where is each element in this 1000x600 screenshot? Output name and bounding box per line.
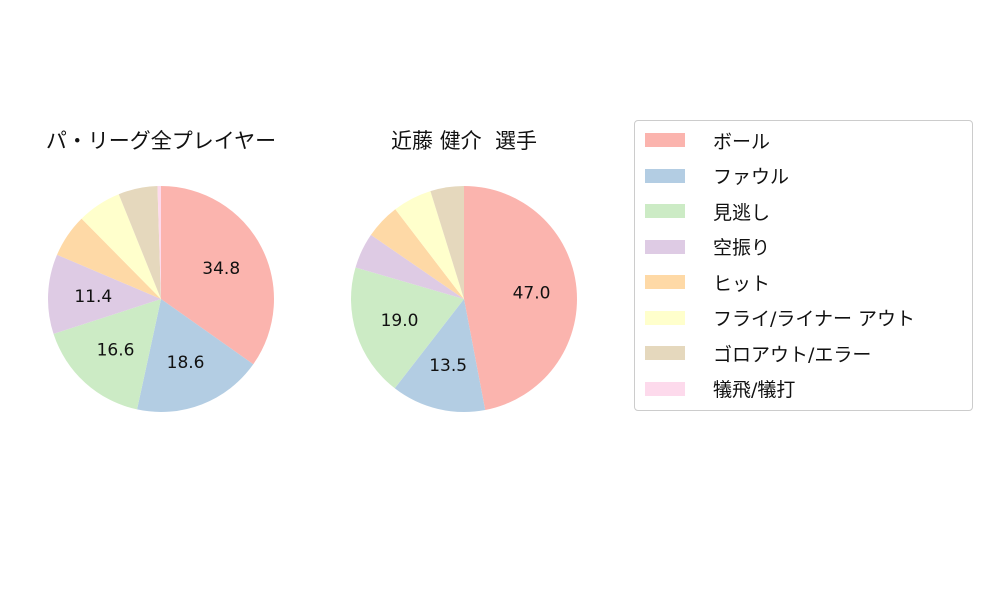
pie-slice-1-5 [395,191,464,299]
pie-slice-1-1 [394,299,486,412]
pie-slice-0-5 [81,194,161,299]
pie-label: 11.4 [74,287,112,307]
pie-slice-1-3 [355,234,464,299]
pie-label: 47.0 [513,284,551,304]
legend-item: 空振り [645,237,770,259]
pie-slice-0-1 [137,299,254,412]
legend-item: ファウル [645,166,789,188]
pie-label: 16.6 [97,340,135,360]
legend-swatch [645,239,685,254]
legend-swatch [645,204,685,218]
legend-item: フライ/ライナー アウト [645,308,915,330]
pie-slice-1-2 [350,267,464,389]
legend-label: 犠飛/犠打 [713,379,796,401]
legend-label: 空振り [713,237,771,259]
pie-title-league: パ・リーグ全プレイヤー [46,129,276,153]
legend-label: ボール [713,130,771,153]
pie-label: 19.0 [381,311,419,331]
legend-swatch [645,381,685,396]
legend-label: ゴロアウト/エラー [713,343,872,366]
pie-label: 13.5 [429,356,467,376]
pie-slice-0-4 [57,218,161,299]
pie-slice-0-7 [157,186,161,299]
pie-slice-0-6 [118,186,161,299]
legend-swatch [645,133,685,147]
pie-slice-0-2 [53,299,162,410]
pie-slice-0-0 [161,186,274,365]
legend-swatch [645,346,685,360]
legend-item: 犠飛/犠打 [645,379,795,401]
legend-label: フライ/ライナー アウト [713,308,916,330]
pie-slice-1-4 [370,209,464,299]
legend-swatch [645,275,685,289]
pie-slice-1-6 [430,186,464,299]
legend-label: 見逃し [713,201,771,224]
legend-swatch [645,168,685,183]
pie-title-player: 近藤 健介 選手 [391,129,537,153]
legend-swatch [645,310,685,325]
pie-label: 18.6 [167,353,205,373]
legend: ボールファウル見逃し空振りヒットフライ/ライナー アウト ゴロアウト/エラー 犠飛/… [634,120,973,411]
pie-slice-1-0 [464,186,578,410]
legend-item: ヒット [645,272,770,295]
legend-label: ヒット [713,272,771,295]
legend-item: ボール [645,130,770,153]
legend-item: 見逃し [645,201,770,224]
pie-label: 34.8 [202,259,240,279]
pie-slice-0-3 [48,254,161,334]
legend-label: ファウル [713,166,790,188]
legend-item: ゴロアウト/エラー [645,343,871,366]
